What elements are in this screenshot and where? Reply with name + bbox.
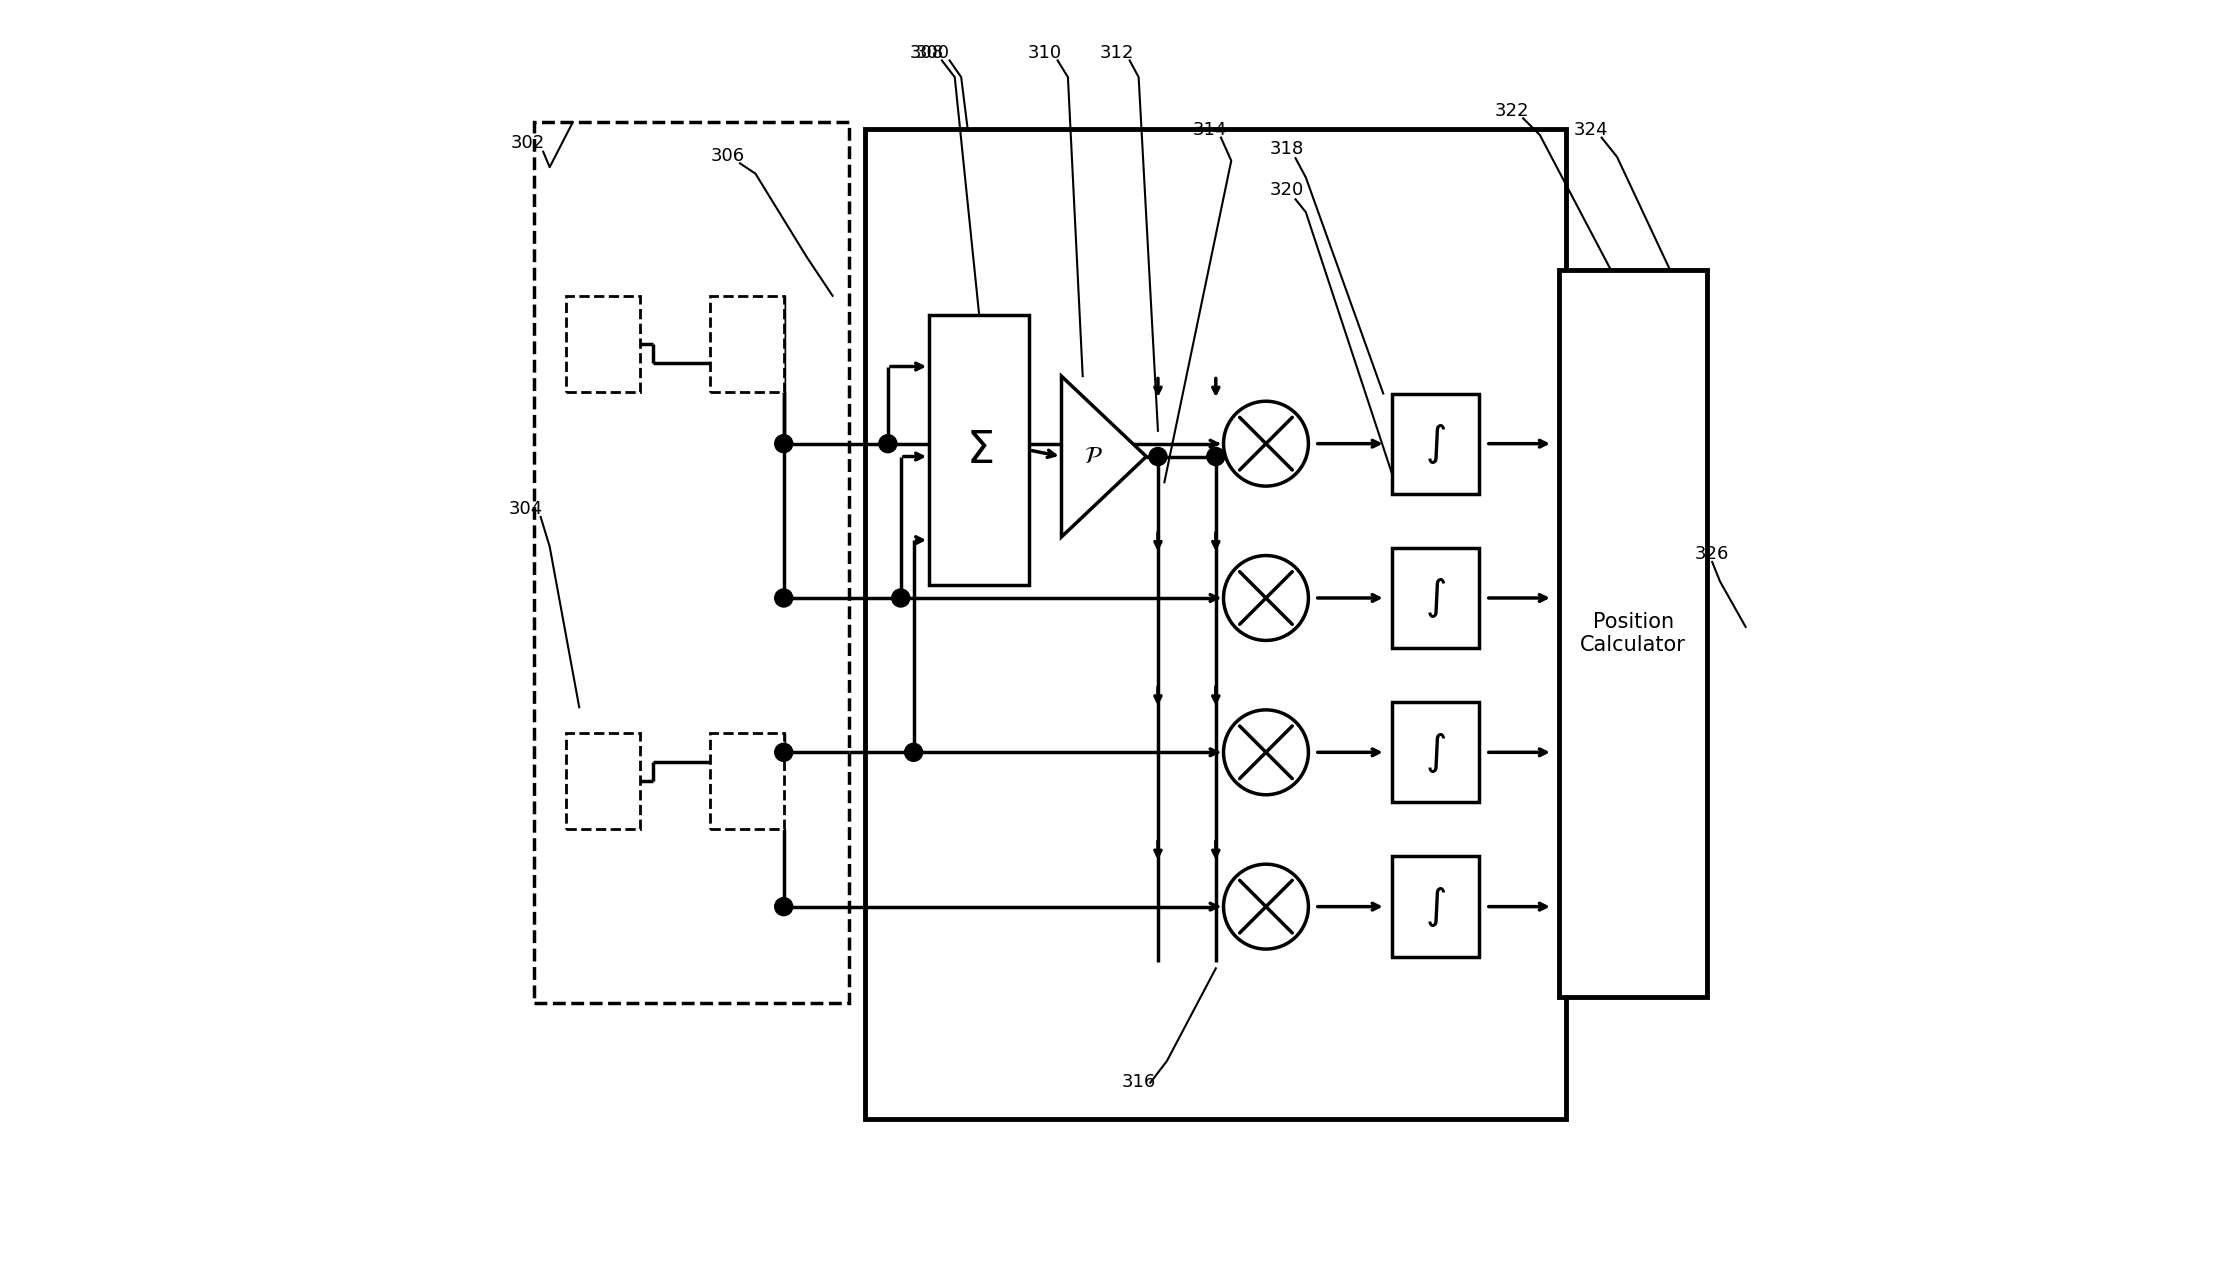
Circle shape <box>1223 401 1307 486</box>
Text: 308: 308 <box>910 44 944 62</box>
Circle shape <box>904 743 924 761</box>
Circle shape <box>1223 864 1307 949</box>
Text: 300: 300 <box>917 44 950 62</box>
Text: $\int$: $\int$ <box>1426 422 1446 466</box>
Text: $\int$: $\int$ <box>1426 730 1446 774</box>
Circle shape <box>774 589 792 607</box>
Text: 310: 310 <box>1028 44 1062 62</box>
Text: 312: 312 <box>1100 44 1133 62</box>
FancyBboxPatch shape <box>567 296 640 392</box>
Text: 320: 320 <box>1269 181 1305 199</box>
Circle shape <box>879 435 897 453</box>
Text: Position
Calculator: Position Calculator <box>1580 612 1687 655</box>
Text: $\Sigma$: $\Sigma$ <box>966 428 993 472</box>
Circle shape <box>774 898 792 916</box>
Circle shape <box>774 435 792 453</box>
Polygon shape <box>1062 376 1147 538</box>
FancyBboxPatch shape <box>866 129 1566 1119</box>
FancyBboxPatch shape <box>1559 270 1707 997</box>
Text: $\int$: $\int$ <box>1426 885 1446 928</box>
Text: 314: 314 <box>1194 121 1227 139</box>
FancyBboxPatch shape <box>928 315 1028 585</box>
Circle shape <box>1223 556 1307 640</box>
Text: 302: 302 <box>511 134 544 152</box>
Text: 326: 326 <box>1693 545 1729 563</box>
Text: $\mathcal{P}$: $\mathcal{P}$ <box>1084 445 1102 468</box>
Circle shape <box>1149 448 1167 466</box>
Circle shape <box>892 589 910 607</box>
Circle shape <box>774 743 792 761</box>
FancyBboxPatch shape <box>1392 548 1479 648</box>
Text: 318: 318 <box>1269 140 1305 158</box>
FancyBboxPatch shape <box>709 296 783 392</box>
Text: 316: 316 <box>1122 1073 1156 1091</box>
Circle shape <box>1223 710 1307 795</box>
Text: 304: 304 <box>509 500 542 518</box>
Text: 324: 324 <box>1573 121 1609 139</box>
FancyBboxPatch shape <box>533 122 850 1003</box>
FancyBboxPatch shape <box>1392 702 1479 802</box>
Circle shape <box>1207 448 1225 466</box>
Text: $\int$: $\int$ <box>1426 576 1446 620</box>
FancyBboxPatch shape <box>709 733 783 829</box>
Text: 322: 322 <box>1495 102 1530 120</box>
FancyBboxPatch shape <box>1392 394 1479 494</box>
Text: 306: 306 <box>709 147 745 165</box>
FancyBboxPatch shape <box>567 733 640 829</box>
FancyBboxPatch shape <box>1392 856 1479 957</box>
